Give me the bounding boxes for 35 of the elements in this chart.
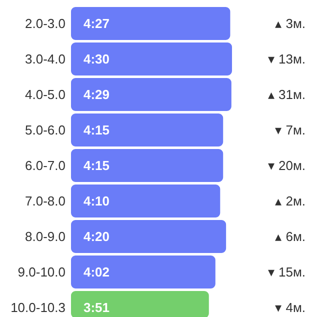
data-label: 4:15	[84, 158, 110, 173]
bar	[71, 7, 230, 40]
data-label: 4:29	[84, 87, 110, 102]
y-tick-label: 6.0-7.0	[25, 158, 66, 173]
text: ▴ 2м.	[275, 194, 306, 208]
data-label: 4:10	[84, 194, 110, 208]
text: ▾ 13м.	[268, 52, 306, 66]
y-tick-label: 7.0-8.0	[25, 194, 66, 208]
y-tick-label: 8.0-9.0	[25, 229, 66, 244]
text: ▾ 20м.	[268, 158, 306, 173]
bar	[71, 256, 216, 288]
text: ▾ 15м.	[268, 264, 306, 280]
text: ▾ 7м.	[275, 122, 306, 138]
bar	[71, 42, 232, 76]
bar	[71, 114, 224, 146]
bar	[71, 78, 232, 111]
y-tick-label: 3.0-4.0	[25, 52, 66, 66]
y-tick-label: 9.0-10.0	[18, 264, 66, 280]
text: ▴ 3м.	[275, 16, 306, 31]
y-tick-label: 5.0-6.0	[25, 122, 66, 138]
text: ▴ 6м.	[275, 229, 306, 244]
data-label: 4:27	[84, 16, 110, 31]
data-label: 4:20	[84, 229, 110, 244]
data-label: 4:30	[84, 52, 110, 66]
data-label: 4:02	[84, 264, 110, 280]
y-tick-label: 2.0-3.0	[25, 16, 66, 31]
bar	[71, 220, 226, 253]
y-tick-label: 4.0-5.0	[25, 87, 66, 102]
data-label: 3:51	[84, 300, 110, 315]
y-tick-label: 10.0-10.3	[10, 300, 66, 315]
bar	[71, 184, 220, 218]
text: ▴ 31м.	[268, 87, 306, 102]
bar	[71, 149, 224, 182]
text: ▾ 4м.	[275, 300, 306, 315]
data-label: 4:15	[84, 122, 110, 138]
